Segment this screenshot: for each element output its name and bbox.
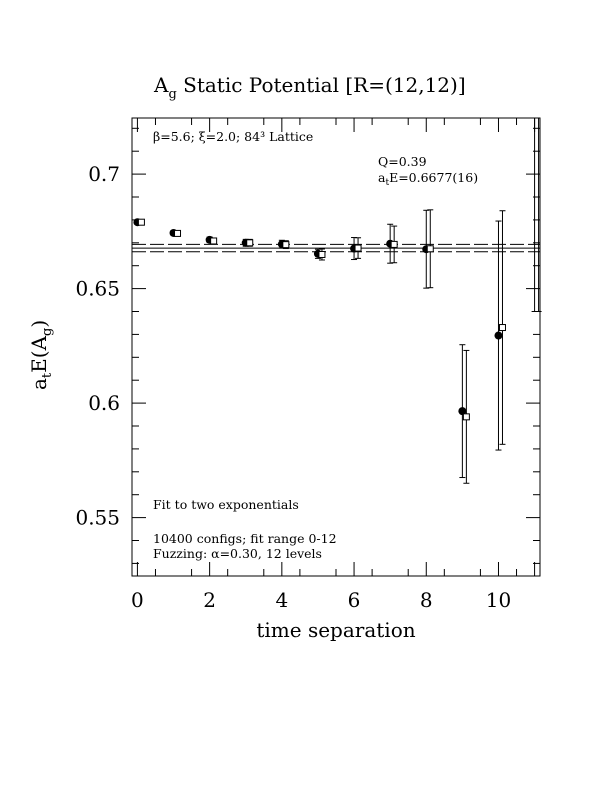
x-tick-label: 8 — [420, 588, 433, 612]
fit-value-annotation: atE=0.6677(16) — [378, 170, 478, 188]
y-tick-label: 0.7 — [88, 162, 120, 186]
q-annotation: Q=0.39 — [378, 154, 427, 169]
square-point — [246, 238, 254, 247]
square-point — [354, 237, 362, 259]
x-axis-label: time separation — [256, 618, 415, 642]
square-marker — [246, 239, 254, 247]
data-points — [133, 118, 542, 484]
circle-point — [458, 344, 467, 479]
square-marker — [426, 245, 434, 253]
fit-type-annotation: Fit to two exponentials — [153, 497, 299, 512]
square-point — [535, 118, 542, 313]
square-point — [137, 218, 145, 226]
square-marker — [390, 240, 398, 248]
square-marker — [498, 324, 506, 332]
square-point — [282, 240, 290, 250]
square-marker — [210, 237, 218, 245]
square-point — [174, 229, 182, 237]
square-marker — [354, 244, 362, 252]
square-marker — [137, 218, 145, 226]
square-marker — [174, 229, 182, 237]
y-tick-label: 0.65 — [75, 277, 120, 301]
fit-band — [132, 243, 540, 253]
circle-point — [494, 220, 503, 451]
circle-marker — [458, 407, 467, 416]
x-tick-label: 4 — [275, 588, 288, 612]
x-tick-label: 10 — [486, 588, 511, 612]
square-point — [390, 225, 398, 264]
square-marker — [318, 250, 326, 258]
x-tick-label: 6 — [348, 588, 361, 612]
circle-point — [531, 118, 538, 313]
square-point — [318, 248, 326, 261]
square-point — [210, 237, 218, 245]
square-point — [462, 349, 470, 484]
square-marker — [462, 413, 470, 421]
square-point — [426, 209, 434, 289]
configs-annotation: 10400 configs; fit range 0-12 — [153, 531, 337, 546]
x-tick-label: 2 — [203, 588, 216, 612]
x-tick-label: 0 — [131, 588, 144, 612]
y-tick-label: 0.55 — [75, 506, 120, 530]
tick-labels: 0 2 4 6 8 10 0.55 0.6 0.65 0.7 — [75, 162, 511, 612]
square-point — [498, 210, 506, 445]
lattice-annotation: β=5.6; ξ=2.0; 84³ Lattice — [153, 129, 313, 144]
y-tick-label: 0.6 — [88, 391, 120, 415]
square-marker — [282, 241, 290, 249]
circle-marker — [494, 331, 503, 340]
y-axis-label: atE(Ag) — [27, 320, 55, 390]
chart-title: Ag Static Potential [R=(12,12)] — [153, 73, 466, 102]
fuzzing-annotation: Fuzzing: α=0.30, 12 levels — [153, 546, 322, 561]
